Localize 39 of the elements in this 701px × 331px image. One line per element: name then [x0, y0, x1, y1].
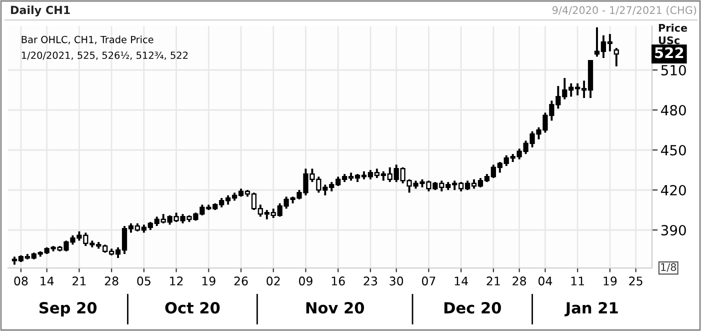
text: Nov 20: [306, 302, 364, 314]
x-tick-label: 04: [538, 276, 552, 286]
candlestick: [614, 47, 619, 68]
x-tick-label: 11: [571, 276, 584, 286]
x-tick-label: 16: [332, 276, 345, 286]
x-tick-label: 07: [422, 276, 436, 286]
annotation: 1/20/2021, 525, 526½, 512¾, 522: [22, 52, 188, 60]
chart-subtitle: 9/4/2020 - 1/27/2021 (CHG): [552, 6, 696, 16]
x-tick-label: 28: [104, 276, 118, 286]
x-tick-label: 30: [390, 276, 404, 286]
y-tick-label: 420: [661, 184, 686, 196]
text: Oct 20: [165, 302, 220, 314]
x-tick-label: 12: [170, 276, 183, 286]
x-tick-label: 28: [512, 276, 526, 286]
y-tick-label: 510: [661, 64, 686, 76]
text: Dec 20: [444, 302, 501, 314]
x-tick-label: 23: [364, 276, 378, 286]
x-tick-label: 14: [454, 276, 468, 286]
y-tick-label: 390: [661, 224, 686, 236]
x-tick-label: 09: [298, 276, 312, 286]
x-tick-label: 25: [629, 276, 642, 286]
x-tick-label: 21: [72, 276, 86, 286]
chart-title: Daily CH1: [11, 6, 70, 16]
text: 1/8: [661, 263, 676, 272]
x-tick-label: 21: [486, 276, 500, 286]
x-tick-label: 26: [234, 276, 248, 286]
annotation: 522: [655, 47, 684, 58]
x-tick-label: 05: [137, 276, 150, 286]
text: Sep 20: [40, 302, 97, 317]
x-tick-label: 19: [604, 276, 617, 286]
text: Jan 21: [564, 302, 618, 316]
y-axis-title: Price USc: [658, 24, 688, 44]
x-tick-label: 14: [40, 276, 54, 286]
annotation: Bar OHLC, CH1, Trade Price: [22, 36, 154, 44]
x-tick-label: 02: [266, 276, 280, 286]
x-tick-label: 19: [202, 276, 216, 286]
y-tick-label: 450: [661, 144, 686, 156]
y-tick-label: 480: [661, 104, 686, 116]
x-tick-label: 08: [14, 276, 28, 286]
